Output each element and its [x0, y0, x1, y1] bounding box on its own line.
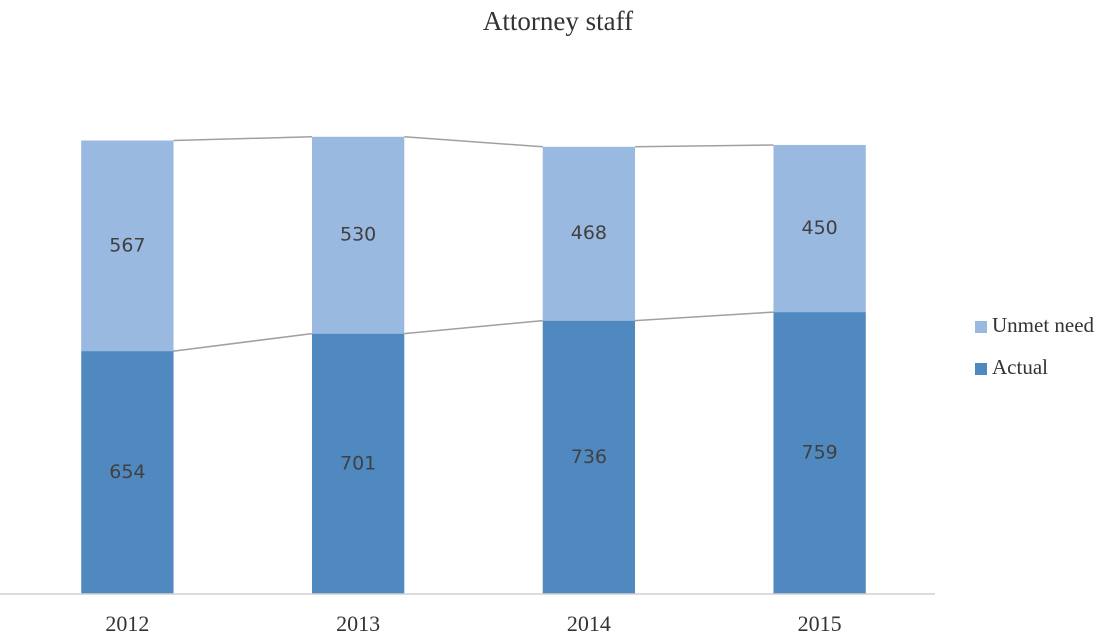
bar-segment — [311, 333, 405, 594]
bar-segment — [311, 136, 405, 334]
data-label: 736 — [571, 446, 607, 468]
data-label: 567 — [109, 234, 145, 256]
x-tick-label: 2012 — [105, 611, 149, 636]
legend-swatch — [975, 321, 987, 333]
series-line — [404, 136, 543, 148]
data-label: 654 — [109, 461, 145, 483]
bar-segment — [773, 312, 866, 594]
bar-segment — [81, 351, 174, 594]
series-line — [173, 332, 313, 352]
x-tick-label: 2013 — [336, 611, 380, 636]
data-label: 701 — [340, 452, 376, 474]
x-tick-label: 2015 — [798, 611, 842, 636]
legend-swatch — [975, 363, 987, 375]
series-line — [173, 136, 312, 142]
series-line — [404, 319, 543, 335]
bar-segment — [542, 320, 636, 594]
x-tick-label: 2014 — [567, 611, 611, 636]
bar-segment — [81, 140, 174, 352]
series-line — [634, 311, 774, 322]
series-line — [635, 144, 774, 148]
data-label: 468 — [571, 222, 607, 244]
legend-label: Unmet need — [992, 313, 1095, 337]
bar-segment — [542, 146, 636, 321]
data-label: 530 — [340, 224, 376, 246]
data-label: 450 — [801, 217, 837, 239]
bar-segment — [773, 144, 866, 313]
data-label: 759 — [801, 442, 837, 464]
legend-label: Actual — [992, 355, 1048, 379]
chart-title: Attorney staff — [483, 6, 633, 36]
